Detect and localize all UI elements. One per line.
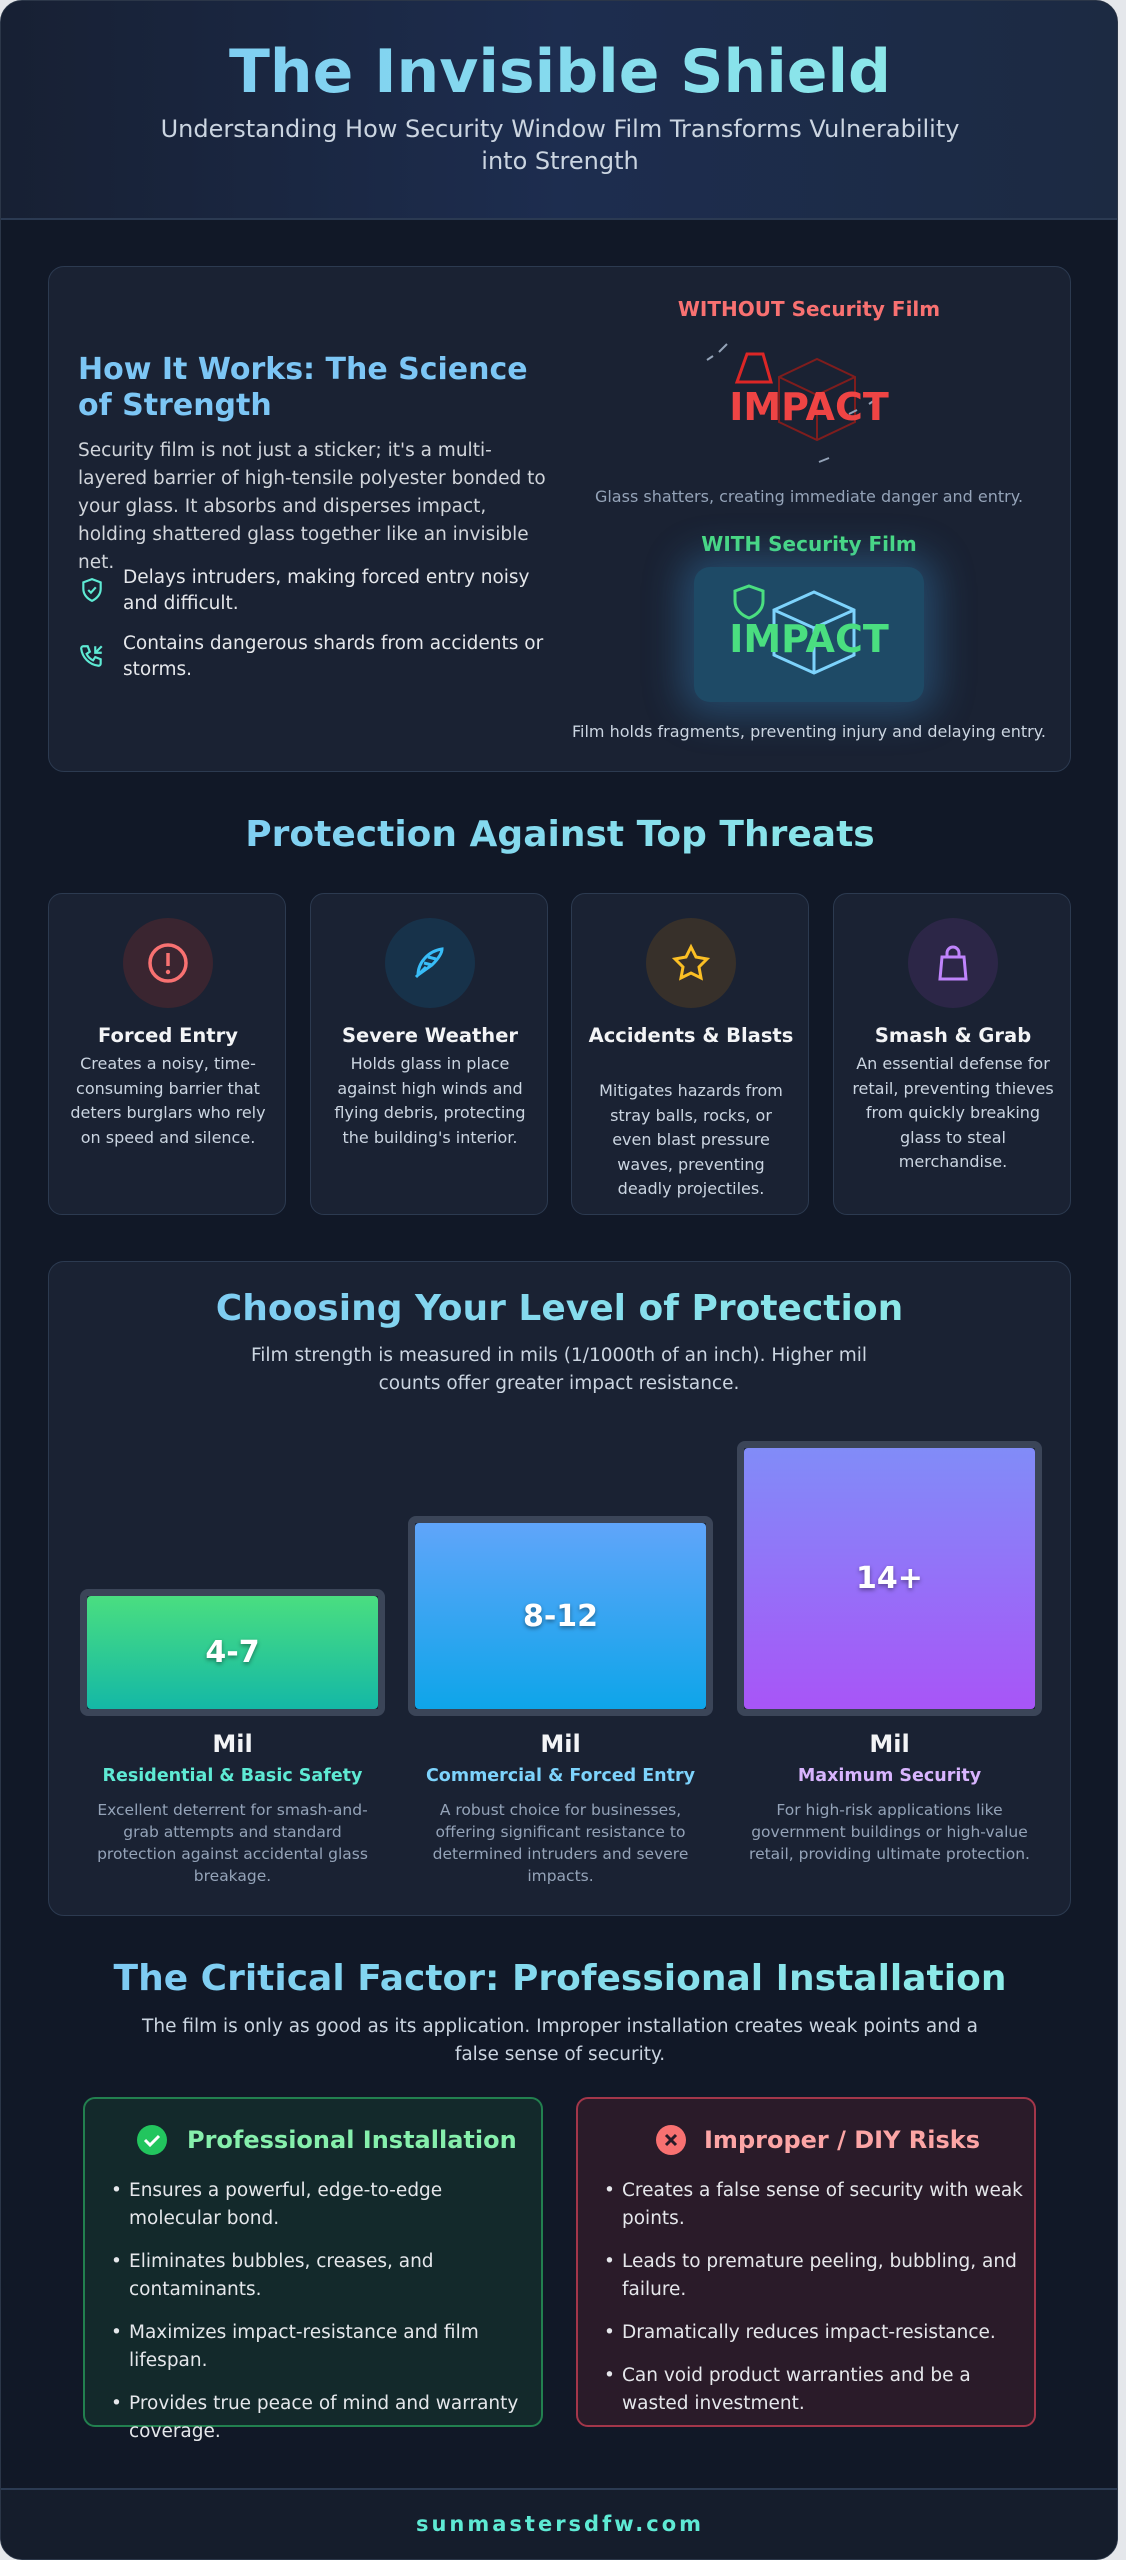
card-title: Forced Entry bbox=[98, 1024, 238, 1047]
phone-icon bbox=[80, 645, 103, 667]
with-label: WITH Security Film bbox=[701, 532, 917, 556]
diy-list: Creates a false sense of security with w… bbox=[598, 2177, 1023, 2433]
tier-unit: Mil bbox=[212, 1730, 253, 1758]
levels-card: Choosing Your Level of Protection Film s… bbox=[48, 1261, 1071, 1916]
tier-bar: 8-12 bbox=[408, 1516, 713, 1716]
without-label: WITHOUT Security Film bbox=[677, 297, 941, 321]
subtitle: Understanding How Security Window Film T… bbox=[160, 115, 960, 175]
card-title: Smash & Grab bbox=[874, 1024, 1032, 1047]
footer-link: sunmastersdfw.com bbox=[415, 2512, 705, 2536]
list-item: Dramatically reduces impact-resistance. bbox=[598, 2319, 1023, 2347]
list-item: Creates a false sense of security with w… bbox=[598, 2177, 1023, 2233]
protected-glow bbox=[694, 567, 924, 702]
tier-unit: Mil bbox=[540, 1730, 581, 1758]
tier-bar: 4-7 bbox=[80, 1589, 385, 1716]
list-item: Provides true peace of mind and warranty… bbox=[105, 2390, 530, 2446]
list-item: Leads to premature peeling, bubbling, an… bbox=[598, 2248, 1023, 2304]
threat-card: Smash & Grab An essential defense for ret… bbox=[833, 893, 1071, 1215]
card-title: Accidents & Blasts bbox=[588, 1024, 794, 1047]
impact-text: IMPACT bbox=[729, 617, 889, 661]
impact-text: IMPACT bbox=[729, 385, 889, 429]
tier-unit: Mil bbox=[869, 1730, 910, 1758]
subtitle: The film is only as good as its applicat… bbox=[142, 2016, 978, 2065]
box-title: Improper / DIY Risks bbox=[704, 2126, 981, 2154]
card-title: Severe Weather bbox=[341, 1024, 519, 1047]
card-text: Mitigates hazards from stray balls, rock… bbox=[599, 1081, 783, 1198]
x-icon bbox=[656, 2125, 686, 2155]
box-title: Professional Installation bbox=[187, 2126, 517, 2154]
card-text: Holds glass in place against high winds … bbox=[334, 1054, 526, 1147]
card-text: An essential defense for retail, prevent… bbox=[852, 1054, 1054, 1171]
check-icon bbox=[137, 2125, 167, 2155]
point: Delays intruders, making forced entry no… bbox=[123, 567, 530, 614]
threat-icon bbox=[414, 947, 444, 979]
threat-icon bbox=[671, 943, 711, 981]
section-title: Choosing Your Level of Protection bbox=[49, 1288, 1070, 1329]
icon-circle bbox=[385, 918, 475, 1008]
tier-fill: 14+ bbox=[744, 1448, 1035, 1709]
tier-name: Maximum Security bbox=[797, 1766, 982, 1786]
icon-circle bbox=[908, 918, 998, 1008]
tier-name: Residential & Basic Safety bbox=[102, 1766, 363, 1786]
list-item: Eliminates bubbles, creases, and contami… bbox=[105, 2248, 530, 2304]
header: The Invisible Shield Understanding How S… bbox=[1, 1, 1117, 220]
caption: Glass shatters, creating immediate dange… bbox=[594, 487, 1024, 506]
caption: Film holds fragments, preventing injury … bbox=[571, 722, 1046, 741]
point: Contains dangerous shards from accidents… bbox=[123, 633, 544, 680]
tier-fill: 8-12 bbox=[415, 1523, 706, 1709]
icon-circle bbox=[123, 918, 213, 1008]
tier-bar: 14+ bbox=[737, 1441, 1042, 1716]
pro-list: Ensures a powerful, edge-to-edge molecul… bbox=[105, 2177, 530, 2461]
card-text: Creates a noisy, time-consuming barrier … bbox=[70, 1054, 266, 1147]
diy-box: Improper / DIY Risks Creates a false sen… bbox=[576, 2097, 1036, 2427]
tier-text: Excellent deterrent for smash-and-grab a… bbox=[97, 1801, 368, 1885]
protected-illustration bbox=[733, 584, 856, 675]
list-item: Maximizes impact-resistance and film lif… bbox=[105, 2319, 530, 2375]
pro-box: Professional Installation Ensures a powe… bbox=[83, 2097, 543, 2442]
list-item: Can void product warranties and be a was… bbox=[598, 2362, 1023, 2418]
threat-card: Accidents & Blasts Mitigates hazards from… bbox=[571, 893, 809, 1215]
body-text: Security film is not just a sticker; it'… bbox=[78, 440, 546, 573]
shatter-illustration bbox=[706, 343, 876, 463]
icon-circle bbox=[646, 918, 736, 1008]
section-title: Protection Against Top Threats bbox=[1, 814, 1117, 855]
title: The Invisible Shield bbox=[1, 37, 1117, 107]
threat-icon bbox=[148, 943, 188, 983]
tier-text: A robust choice for businesses, offering… bbox=[432, 1801, 689, 1885]
section-title: How It Works: The Science of Strength bbox=[78, 352, 528, 423]
tier-name: Commercial & Forced Entry bbox=[425, 1766, 696, 1786]
threat-card: Severe Weather Holds glass in place again… bbox=[310, 893, 548, 1215]
subtitle: Film strength is measured in mils (1/100… bbox=[250, 1345, 868, 1394]
list-item: Ensures a powerful, edge-to-edge molecul… bbox=[105, 2177, 530, 2233]
shield-icon bbox=[82, 578, 102, 603]
tier-text: For high-risk applications like governme… bbox=[749, 1801, 1030, 1863]
footer: sunmastersdfw.com bbox=[1, 2488, 1117, 2559]
tier-fill: 4-7 bbox=[87, 1596, 378, 1709]
section-title: The Critical Factor: Professional Instal… bbox=[1, 1958, 1117, 1999]
threat-card: Forced Entry Creates a noisy, time-consum… bbox=[48, 893, 286, 1215]
how-it-works-card: How It Works: The Science of Strength Se… bbox=[48, 266, 1071, 772]
threat-icon bbox=[938, 945, 968, 981]
